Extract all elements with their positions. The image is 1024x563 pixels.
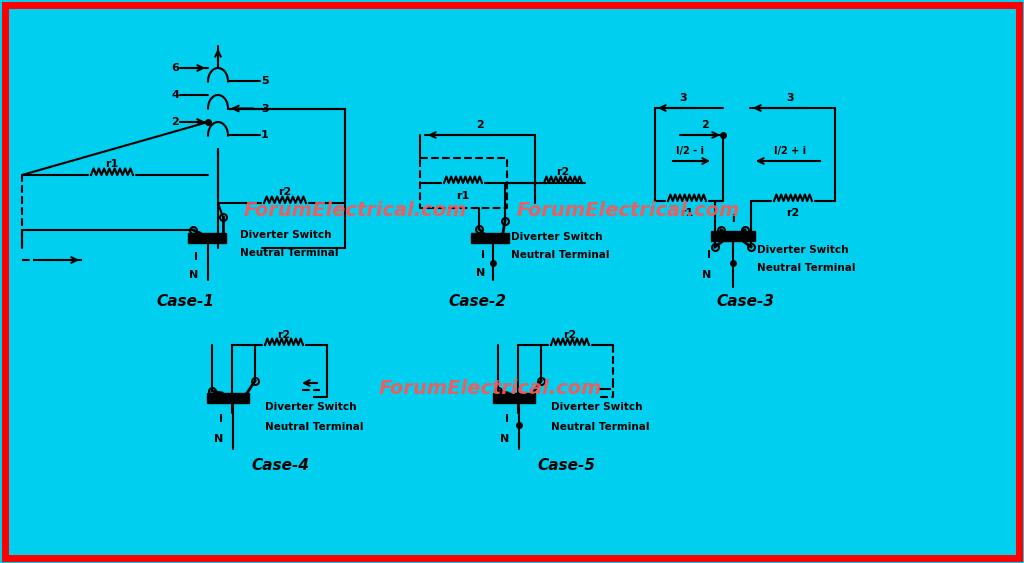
Text: ForumElectrical.com: ForumElectrical.com: [516, 202, 739, 221]
Text: 2: 2: [701, 120, 709, 130]
Text: r2: r2: [563, 330, 577, 340]
Text: 3: 3: [679, 93, 687, 103]
Bar: [207, 393, 249, 403]
Text: Diverter Switch: Diverter Switch: [511, 232, 602, 242]
Text: I: I: [707, 250, 711, 260]
Text: Neutral Terminal: Neutral Terminal: [757, 263, 855, 273]
Text: Case-3: Case-3: [716, 293, 774, 309]
Text: 1: 1: [261, 131, 269, 141]
Text: 5: 5: [261, 77, 269, 87]
Text: Case-4: Case-4: [251, 458, 309, 472]
Text: N: N: [500, 434, 509, 444]
Text: i: i: [731, 214, 735, 224]
Text: 6: 6: [171, 63, 179, 73]
Text: Diverter Switch: Diverter Switch: [757, 245, 849, 255]
Text: r1: r1: [105, 159, 119, 169]
Text: 3: 3: [786, 93, 794, 103]
Text: r1: r1: [680, 208, 693, 218]
Bar: [493, 393, 535, 403]
Bar: [188, 233, 226, 243]
Text: r1: r1: [457, 191, 470, 201]
Text: ForumElectrical.com: ForumElectrical.com: [378, 378, 602, 397]
Bar: [711, 231, 755, 241]
Text: I: I: [219, 414, 223, 424]
Text: I: I: [505, 414, 509, 424]
Text: 2: 2: [476, 120, 484, 130]
Text: Case-5: Case-5: [537, 458, 595, 472]
Text: r2: r2: [279, 187, 292, 197]
Text: I: I: [481, 250, 485, 260]
Text: Neutral Terminal: Neutral Terminal: [265, 422, 364, 432]
Text: N: N: [188, 270, 198, 280]
Text: 3: 3: [261, 104, 269, 114]
Text: I: I: [194, 252, 198, 262]
Text: Neutral Terminal: Neutral Terminal: [551, 422, 649, 432]
Text: ForumElectrical.com: ForumElectrical.com: [244, 202, 467, 221]
Text: 2: 2: [171, 117, 179, 127]
Text: Neutral Terminal: Neutral Terminal: [240, 248, 339, 258]
Text: Diverter Switch: Diverter Switch: [240, 230, 332, 240]
Text: Case-1: Case-1: [156, 293, 214, 309]
Text: Diverter Switch: Diverter Switch: [551, 402, 642, 412]
Text: I/2 + i: I/2 + i: [774, 146, 806, 156]
Text: Case-2: Case-2: [447, 293, 506, 309]
Text: Neutral Terminal: Neutral Terminal: [511, 250, 609, 260]
Text: I/2 - i: I/2 - i: [676, 146, 705, 156]
Text: N: N: [701, 270, 711, 280]
Text: N: N: [476, 268, 485, 278]
Text: 4: 4: [171, 90, 179, 100]
Bar: [471, 233, 509, 243]
Text: r2: r2: [786, 208, 800, 218]
Text: r2: r2: [278, 330, 291, 340]
Text: N: N: [214, 434, 223, 444]
Text: r2: r2: [556, 167, 569, 177]
Text: Diverter Switch: Diverter Switch: [265, 402, 356, 412]
